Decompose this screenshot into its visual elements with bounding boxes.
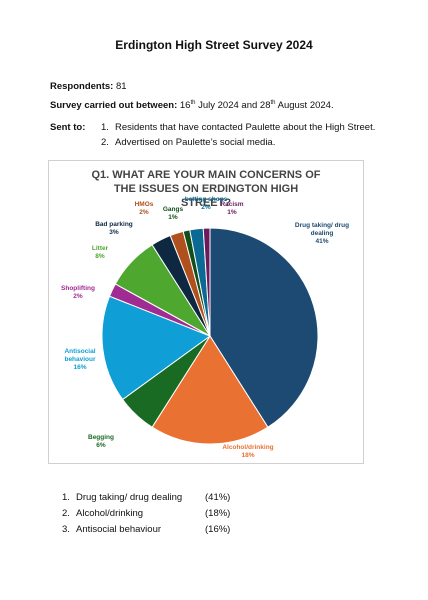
slice-label: Antisocial behaviour 16% bbox=[58, 348, 102, 372]
num: 1. bbox=[62, 492, 70, 503]
value-label: 18% bbox=[241, 452, 255, 459]
pct: (41%) bbox=[205, 492, 231, 503]
sent-label: Sent to: bbox=[50, 122, 86, 133]
chart-title: Q1. WHAT ARE YOUR MAIN CONCERNS OF THE I… bbox=[91, 169, 321, 209]
slice-label: Litter 8% bbox=[80, 245, 120, 261]
category: Racism bbox=[220, 201, 244, 208]
category: Shoplifting bbox=[61, 285, 95, 292]
d: July 2024 and 28 bbox=[195, 100, 271, 112]
title: Erdington High Street Survey 2024 bbox=[115, 38, 313, 52]
wedge bbox=[202, 227, 211, 337]
value-label: 1% bbox=[227, 209, 237, 216]
d: th bbox=[190, 100, 196, 106]
value-label: 2% bbox=[73, 293, 83, 300]
category: Drug taking/ drug dealing bbox=[294, 222, 350, 237]
category: Gangs bbox=[162, 206, 184, 213]
d: 16 bbox=[179, 100, 191, 112]
wedge bbox=[151, 335, 269, 445]
value-label: 2% bbox=[139, 209, 149, 216]
slice-label: Bad parking 3% bbox=[89, 221, 139, 237]
num: 2. bbox=[62, 508, 70, 519]
num: 1. bbox=[101, 122, 109, 133]
slice-label: HMOs 2% bbox=[129, 201, 159, 217]
category: HMOs bbox=[134, 201, 154, 208]
item: Antisocial behaviour bbox=[76, 524, 162, 535]
category: Alcohol/drinking bbox=[222, 444, 274, 451]
pct: (16%) bbox=[205, 524, 231, 535]
value-label: 8% bbox=[95, 253, 105, 260]
item: Drug taking/ drug dealing bbox=[76, 492, 183, 503]
value-label: 41% bbox=[315, 238, 329, 245]
num: 3. bbox=[62, 524, 70, 535]
item: Advertised on Paulette’s social media. bbox=[115, 137, 276, 148]
label: Respondents: bbox=[50, 81, 114, 92]
value-label: 2% bbox=[201, 204, 211, 211]
slice-label: Racism 1% bbox=[214, 201, 250, 217]
survey: Survey carried out between: 16th July 20… bbox=[50, 100, 334, 111]
value: 81 bbox=[115, 81, 127, 92]
num: 2. bbox=[101, 137, 109, 148]
value-label: 1% bbox=[168, 214, 178, 221]
slice-label: Begging 6% bbox=[76, 434, 126, 450]
respondents: Respondents: 81 bbox=[50, 81, 127, 92]
pct: (18%) bbox=[205, 508, 231, 519]
slice-label: Gangs 1% bbox=[158, 206, 188, 222]
slice-label: Drug taking/ drug dealing 41% bbox=[291, 222, 353, 246]
value-label: 16% bbox=[73, 364, 87, 371]
wedge bbox=[101, 295, 212, 401]
category: Litter bbox=[91, 245, 109, 252]
chart-box bbox=[48, 160, 364, 464]
category: Antisocial behaviour bbox=[64, 348, 96, 363]
slice-label: betting shops 2% bbox=[176, 196, 236, 212]
item: Alcohol/drinking bbox=[76, 508, 144, 519]
value-label: 6% bbox=[96, 442, 106, 449]
value-label: 3% bbox=[109, 229, 119, 236]
wedge bbox=[209, 227, 319, 428]
d: th bbox=[270, 100, 276, 106]
item: Residents that have contacted Paulette a… bbox=[115, 122, 376, 133]
slice-label: Shoplifting 2% bbox=[53, 285, 103, 301]
label: Survey carried out between: bbox=[50, 100, 178, 112]
d: August 2024. bbox=[275, 100, 334, 112]
slice-label: Alcohol/drinking 18% bbox=[213, 444, 283, 460]
category: betting shops bbox=[184, 196, 228, 203]
category: Bad parking bbox=[95, 221, 133, 228]
category: Begging bbox=[88, 434, 114, 441]
